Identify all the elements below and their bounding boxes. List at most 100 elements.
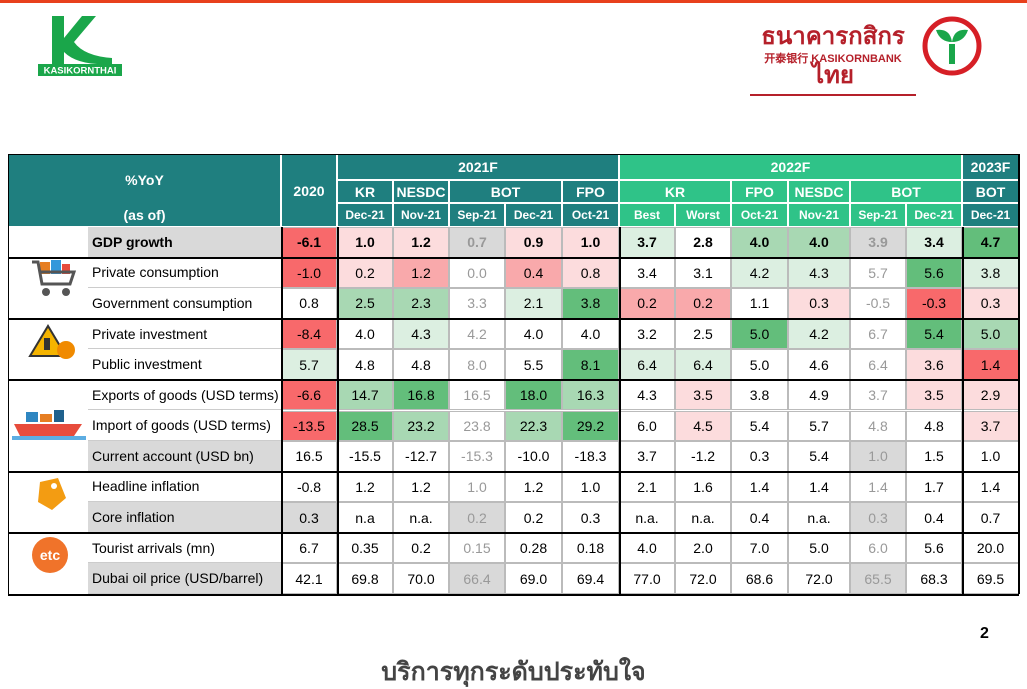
- value-cell: 16.3: [562, 379, 619, 411]
- value-cell: 69.5: [962, 563, 1019, 594]
- rule: [8, 154, 1019, 155]
- icon-etc: etc: [32, 537, 68, 573]
- value-cell: 0.3: [788, 288, 850, 319]
- value-cell: 3.3: [449, 288, 505, 319]
- value-cell: 0.3: [731, 441, 788, 472]
- value-cell: 5.6: [906, 532, 962, 564]
- row-label: Dubai oil price (USD/barrel): [88, 563, 281, 594]
- value-cell: 0.15: [449, 532, 505, 564]
- value-cell: 69.0: [505, 563, 562, 594]
- value-cell: 65.5: [850, 563, 906, 594]
- value-cell: 70.0: [393, 563, 449, 594]
- row-label: Tourist arrivals (mn): [88, 532, 281, 564]
- base-year: 2020: [281, 154, 337, 227]
- top-rule: [0, 0, 1027, 3]
- value-cell: -6.6: [281, 379, 337, 411]
- value-cell: 6.4: [850, 349, 906, 380]
- brand-left: KASIKORNTHAI: [44, 66, 117, 77]
- brand-en: 开泰银行 KASIKORNBANK: [764, 53, 902, 65]
- value-cell: 69.8: [337, 563, 393, 594]
- row-label: Private investment: [88, 318, 281, 350]
- value-cell: 1.4: [962, 471, 1019, 503]
- value-cell: n.a: [337, 502, 393, 533]
- value-cell: -8.4: [281, 318, 337, 350]
- as-of: Oct-21: [731, 203, 788, 227]
- value-cell: 0.4: [505, 257, 562, 289]
- value-cell: 68.6: [731, 563, 788, 594]
- value-cell: 7.0: [731, 532, 788, 564]
- icon-ship: [12, 410, 86, 440]
- source: FPO: [731, 180, 788, 203]
- value-cell: 1.0: [562, 227, 619, 258]
- logo-right: [922, 16, 982, 76]
- value-cell: 0.8: [562, 257, 619, 289]
- value-cell: 4.9: [788, 379, 850, 411]
- as-of: Dec-21: [962, 203, 1019, 227]
- value-cell: 3.5: [906, 379, 962, 411]
- value-cell: 0.3: [962, 288, 1019, 319]
- value-cell: 29.2: [562, 410, 619, 442]
- as-of: Dec-21: [505, 203, 562, 227]
- value-cell: 4.2: [449, 318, 505, 350]
- value-cell: 2.5: [337, 288, 393, 319]
- rule: [8, 317, 1019, 320]
- value-cell: 0.4: [906, 502, 962, 533]
- value-cell: 1.2: [393, 227, 449, 258]
- value-cell: 72.0: [675, 563, 731, 594]
- value-cell: 22.3: [505, 410, 562, 442]
- as-of: Nov-21: [788, 203, 850, 227]
- value-cell: 4.0: [505, 318, 562, 350]
- value-cell: -6.1: [281, 227, 337, 258]
- value-cell: 4.5: [675, 410, 731, 442]
- value-cell: 3.1: [675, 257, 731, 289]
- value-cell: n.a.: [675, 502, 731, 533]
- rule: [1018, 154, 1020, 594]
- value-cell: 18.0: [505, 379, 562, 411]
- value-cell: 16.5: [449, 379, 505, 411]
- value-cell: 5.0: [962, 318, 1019, 350]
- value-cell: 2.1: [505, 288, 562, 319]
- value-cell: 4.3: [788, 257, 850, 289]
- row-label: Headline inflation: [88, 471, 281, 503]
- as-of: Sep-21: [449, 203, 505, 227]
- value-cell: 4.8: [337, 349, 393, 380]
- value-cell: -1.0: [281, 257, 337, 289]
- value-cell: 1.2: [393, 257, 449, 289]
- value-cell: 5.7: [788, 410, 850, 442]
- value-cell: 4.8: [850, 410, 906, 442]
- source: BOT: [850, 180, 962, 203]
- row-label: Core inflation: [88, 502, 281, 533]
- value-cell: 5.4: [788, 441, 850, 472]
- value-cell: 0.2: [619, 288, 675, 319]
- value-cell: -0.3: [906, 288, 962, 319]
- row-label: Public investment: [88, 349, 281, 380]
- icon-cell: [8, 227, 88, 258]
- value-cell: 66.4: [449, 563, 505, 594]
- source: FPO: [562, 180, 619, 203]
- value-cell: 2.3: [393, 288, 449, 319]
- value-cell: 23.8: [449, 410, 505, 442]
- value-cell: n.a.: [619, 502, 675, 533]
- forecast-year: 2022F: [619, 154, 962, 180]
- row-label: Import of goods (USD terms): [88, 410, 281, 442]
- row-label: Government consumption: [88, 288, 281, 319]
- value-cell: 1.6: [675, 471, 731, 503]
- rule: [962, 227, 964, 594]
- as-of: Best: [619, 203, 675, 227]
- value-cell: 4.7: [962, 227, 1019, 258]
- value-cell: 68.3: [906, 563, 962, 594]
- value-cell: 4.0: [562, 318, 619, 350]
- value-cell: 0.18: [562, 532, 619, 564]
- value-cell: 42.1: [281, 563, 337, 594]
- source: KR: [619, 180, 731, 203]
- value-cell: 8.0: [449, 349, 505, 380]
- value-cell: 1.2: [337, 471, 393, 503]
- corner-bottom: (as of): [123, 206, 166, 223]
- value-cell: -18.3: [562, 441, 619, 472]
- value-cell: 0.2: [505, 502, 562, 533]
- value-cell: 5.4: [731, 410, 788, 442]
- value-cell: 77.0: [619, 563, 675, 594]
- value-cell: 72.0: [788, 563, 850, 594]
- forecast-year: 2021F: [337, 154, 619, 180]
